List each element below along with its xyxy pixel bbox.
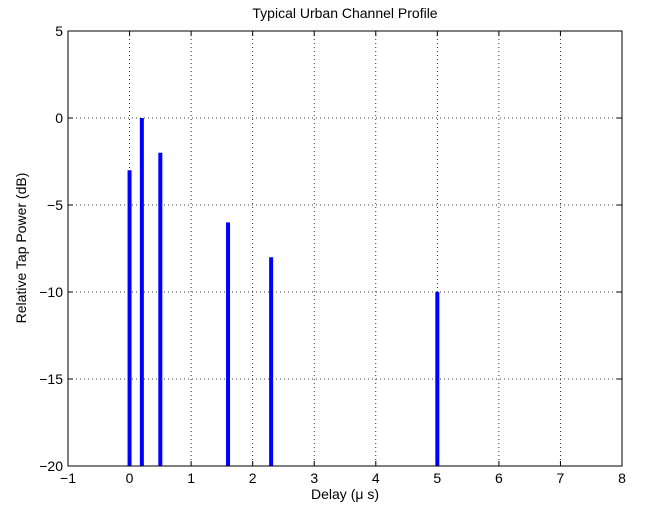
- x-tick-label: 5: [433, 470, 441, 486]
- chart-title: Typical Urban Channel Profile: [252, 5, 437, 21]
- y-tick-label: 0: [55, 110, 63, 126]
- x-tick-label: 1: [187, 470, 195, 486]
- x-tick-label: 8: [618, 470, 626, 486]
- x-tick-labels: −1 0 1 2 3 4 5 6 7 8: [60, 470, 626, 486]
- x-tick-label: 7: [557, 470, 565, 486]
- x-tick-label: 3: [310, 470, 318, 486]
- x-tick-label: 4: [372, 470, 380, 486]
- x-tick-label: 0: [126, 470, 134, 486]
- bars: [127, 118, 440, 466]
- y-tick-label: −10: [39, 284, 63, 300]
- y-tick-label: −20: [39, 458, 63, 474]
- x-axis-label: Delay (μ s): [311, 486, 379, 502]
- y-axis-label: Relative Tap Power (dB): [13, 173, 29, 324]
- y-tick-label: −5: [47, 197, 63, 213]
- x-tick-label: 2: [249, 470, 257, 486]
- y-tick-label: 5: [55, 23, 63, 39]
- plot-frame: [67, 30, 623, 467]
- ticks: [67, 30, 623, 467]
- plot-area: [68, 31, 622, 466]
- y-tick-label: −15: [39, 371, 63, 387]
- y-tick-labels: −20 −15 −10 −5 0 5: [39, 23, 63, 474]
- x-tick-label: −1: [60, 470, 76, 486]
- x-tick-label: 6: [495, 470, 503, 486]
